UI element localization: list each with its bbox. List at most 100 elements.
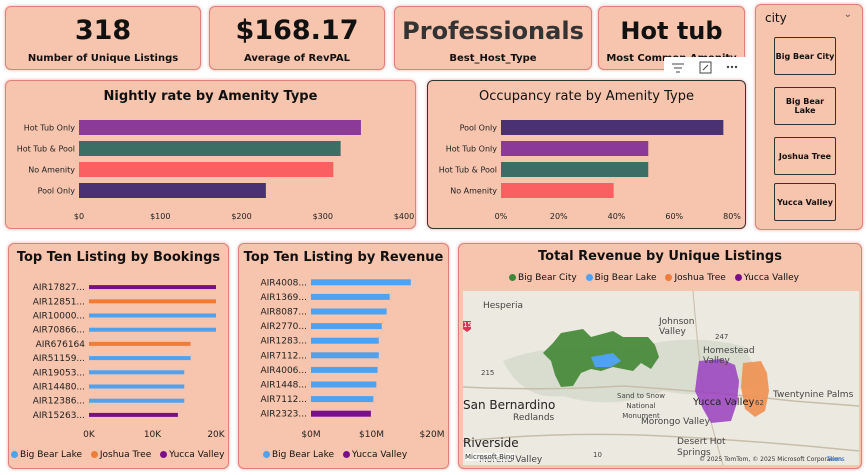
bar [501, 183, 614, 198]
map-attribution: © 2025 TomTom, © 2025 Microsoft Corporat… [699, 456, 842, 463]
map-place-label: Hesperia [483, 301, 523, 311]
big-bear-lake-region[interactable] [591, 353, 621, 367]
category-label: Hot Tub & Pool [439, 166, 497, 175]
visual-header-icons [672, 61, 738, 74]
bar [89, 299, 216, 304]
bar [501, 120, 724, 135]
tick-label: 60% [665, 212, 683, 221]
map-place-label: San Bernardino [463, 398, 556, 412]
map-place-label: Homestead Valley [703, 346, 755, 366]
category-label: AIR2770... [260, 322, 307, 332]
category-label: Pool Only [460, 124, 498, 133]
slicer-item-joshua-tree[interactable]: Joshua Tree [774, 137, 836, 175]
bar [311, 279, 411, 286]
slicer-item-big-bear-lake[interactable]: Big Bear Lake [774, 87, 836, 125]
category-label: AIR19053... [33, 368, 85, 378]
bar [311, 337, 379, 344]
map-place-label: Twentynine Palms [773, 390, 854, 400]
category-label: AIR15263... [33, 411, 85, 421]
kpi-card-revpal: $168.17 Average of RevPAL [209, 6, 385, 70]
bar [311, 293, 390, 300]
tick-label: 0% [495, 212, 508, 221]
bar [311, 366, 378, 373]
bar [89, 384, 185, 389]
legend-label: Joshua Tree [99, 450, 152, 460]
category-label: No Amenity [450, 187, 497, 196]
more-options-icon[interactable] [726, 65, 738, 69]
tick-label: $200 [231, 212, 251, 221]
category-label: AIR12386... [33, 397, 85, 407]
category-label: AIR10000... [33, 312, 85, 322]
category-label: AIR7112... [260, 351, 307, 361]
category-label: Pool Only [38, 187, 76, 196]
revenue-chart: AIR4008... AIR1369... AIR8087... AIR2770...… [260, 278, 444, 440]
revenue-chart-card: Top Ten Listing by Revenue AIR4008... AIR… [238, 243, 449, 469]
bar [89, 341, 191, 346]
legend-label: Yucca Valley [169, 450, 225, 460]
slicer-item-big-bear-city[interactable]: Big Bear City [774, 37, 836, 75]
bar [79, 162, 334, 177]
legend-label: Big Bear City [518, 273, 577, 283]
nightly-rate-chart: Hot Tub Only Hot Tub & Pool No Amenity Pool… [17, 120, 414, 221]
bar [311, 396, 374, 403]
legend-dot [263, 451, 270, 458]
chart-title: Nightly rate by Amenity Type [103, 89, 318, 104]
map-area[interactable]: Hesperia Johnson Valley Homestead Valley… [463, 291, 859, 465]
tick-label: $300 [313, 212, 333, 221]
bar [79, 120, 361, 135]
kpi-value: 318 [74, 15, 132, 46]
filter-icon[interactable] [672, 63, 684, 73]
category-label: AIR12851... [33, 297, 85, 307]
category-label: AIR7112... [260, 395, 307, 405]
category-label: AIR14480... [33, 383, 85, 393]
map-place-label: Morongo Valley [641, 417, 710, 427]
bar [89, 370, 185, 375]
tick-label: $10M [359, 430, 384, 440]
occupancy-rate-chart-card: Occupancy rate by Amenity Type Pool Only… [427, 80, 746, 229]
map-place-label: Sand to Snow National Monument [617, 392, 665, 420]
tick-label: 80% [723, 212, 741, 221]
highway-label: 15 [463, 321, 472, 329]
legend-label: Big Bear Lake [272, 450, 334, 460]
bar [79, 141, 341, 156]
bar [89, 412, 178, 417]
map-terms-link[interactable]: Terms [827, 456, 845, 463]
category-label: AIR4008... [260, 278, 307, 288]
bar [89, 313, 216, 318]
legend-dot [665, 274, 673, 281]
bar [501, 162, 649, 177]
chevron-down-icon[interactable]: ⌄ [843, 9, 852, 20]
kpi-label: Best_Host_Type [449, 53, 537, 64]
category-label: AIR51159... [33, 354, 85, 364]
joshua-tree-region[interactable] [741, 361, 769, 417]
focus-mode-icon[interactable] [699, 61, 712, 74]
highway-label: 10 [593, 451, 602, 459]
chart-title: Top Ten Listing by Bookings [16, 250, 221, 265]
legend-dot [509, 274, 516, 281]
category-label: AIR1448... [260, 381, 307, 391]
chart-title: Total Revenue by Unique Listings [538, 249, 782, 264]
highway-label: 215 [481, 369, 495, 377]
category-label: AIR676164 [36, 340, 86, 350]
bar [501, 141, 649, 156]
legend-dot [734, 274, 742, 281]
tick-label: 20K [207, 430, 225, 440]
city-slicer: city ⌄ Big Bear City Big Bear Lake Joshu… [755, 4, 863, 230]
bookings-chart-card: Top Ten Listing by Bookings AIR17827... A… [8, 243, 229, 469]
category-label: No Amenity [28, 166, 75, 175]
legend-dot [90, 451, 98, 458]
slicer-item-yucca-valley[interactable]: Yucca Valley [774, 183, 836, 221]
kpi-label: Average of RevPAL [243, 53, 350, 64]
kpi-card-host-type: Professionals Best_Host_Type [394, 6, 592, 70]
tick-label: $0 [74, 212, 84, 221]
map-place-label: Johnson Valley [659, 317, 695, 337]
yucca-valley-region[interactable] [695, 359, 739, 423]
bar [311, 381, 377, 388]
road-line [463, 433, 859, 452]
category-label: AIR4006... [260, 366, 307, 376]
kpi-value: $168.17 [235, 15, 359, 46]
tick-label: $400 [394, 212, 414, 221]
legend-dot [11, 451, 18, 458]
legend-dot [160, 451, 168, 458]
kpi-value: Hot tub [620, 17, 723, 45]
